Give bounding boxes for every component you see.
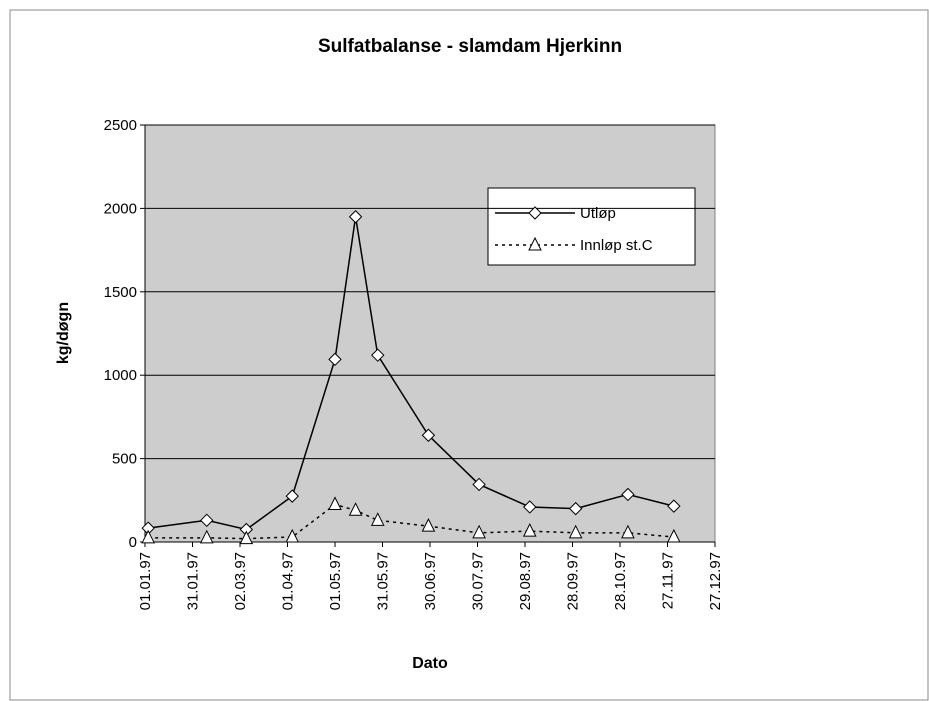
legend-label: Utløp — [580, 205, 616, 222]
x-tick-label: 01.05.97 — [327, 552, 344, 610]
marker — [348, 210, 363, 224]
x-tick-label: 31.01.97 — [185, 552, 202, 610]
marker — [667, 528, 681, 543]
y-tick-label: 2500 — [104, 117, 137, 134]
marker — [370, 512, 385, 526]
marker — [285, 489, 299, 503]
marker — [200, 513, 214, 528]
marker — [568, 524, 583, 539]
marker — [421, 428, 436, 442]
x-tick-label: 01.04.97 — [280, 552, 297, 610]
y-tick-label: 500 — [112, 451, 137, 468]
x-tick-label: 28.09.97 — [565, 552, 582, 610]
marker — [621, 487, 635, 502]
x-tick-label: 02.03.97 — [232, 552, 249, 610]
x-tick-label: 31.05.97 — [375, 552, 392, 610]
x-tick-label: 27.12.97 — [707, 552, 724, 610]
marker — [472, 477, 486, 492]
marker — [472, 524, 486, 539]
chart-title: Sulfatbalanse - slamdam Hjerkinn — [318, 36, 622, 57]
marker — [285, 528, 300, 543]
x-tick-label: 01.01.97 — [137, 552, 154, 610]
marker — [523, 500, 537, 514]
y-tick-label: 1000 — [104, 367, 137, 384]
legend-marker — [528, 206, 542, 220]
marker — [522, 523, 537, 537]
x-tick-label: 30.06.97 — [422, 552, 439, 610]
legend-box — [487, 187, 696, 266]
marker — [667, 499, 681, 513]
x-tick-label: 28.10.97 — [612, 552, 629, 610]
marker — [239, 530, 254, 545]
marker — [371, 348, 385, 362]
legend-marker — [528, 236, 542, 251]
marker — [568, 501, 583, 516]
marker — [328, 352, 342, 367]
x-tick-label: 27.11.97 — [660, 552, 677, 609]
marker — [199, 529, 214, 544]
x-tick-label: 29.08.97 — [517, 552, 534, 610]
x-tick-label: 30.07.97 — [470, 552, 487, 610]
marker — [141, 529, 155, 544]
y-tick-label: 0 — [129, 534, 137, 551]
y-axis-title: kg/døgn — [55, 302, 72, 364]
marker — [421, 518, 436, 532]
marker — [328, 496, 342, 510]
x-axis-title: Dato — [412, 655, 448, 672]
marker — [621, 524, 635, 539]
marker — [348, 502, 363, 516]
y-tick-label: 2000 — [104, 200, 137, 217]
legend-label: Innløp st.C — [580, 237, 653, 254]
y-tick-label: 1500 — [104, 284, 137, 301]
